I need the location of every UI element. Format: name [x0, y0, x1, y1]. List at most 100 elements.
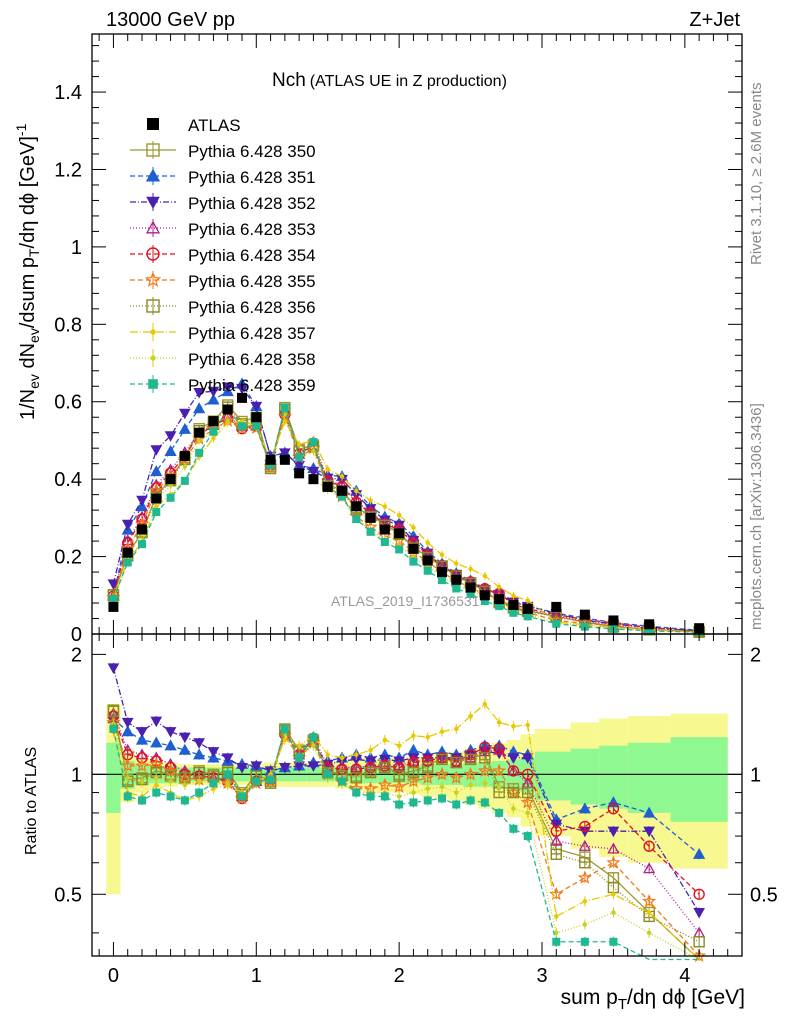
- atlas-data-point: [437, 567, 447, 578]
- series-marker: [606, 855, 621, 869]
- series-marker: [609, 937, 618, 946]
- series-marker: [268, 772, 273, 777]
- series-marker: [350, 772, 362, 784]
- x-tick-label: 2: [394, 965, 405, 987]
- series-marker: [193, 387, 205, 399]
- series-marker: [480, 597, 489, 606]
- series-marker: [211, 786, 216, 792]
- series-marker: [193, 402, 206, 414]
- series-marker: [252, 777, 261, 786]
- y-tick-label: 0.4: [54, 469, 82, 491]
- series-marker: [550, 819, 563, 831]
- atlas-data-point: [494, 594, 505, 605]
- series-marker: [423, 566, 432, 575]
- series-marker: [352, 788, 361, 797]
- series-marker: [492, 763, 507, 777]
- series-marker: [121, 725, 134, 737]
- series-marker: [496, 784, 502, 790]
- series-marker: [195, 788, 204, 797]
- series-marker: [152, 508, 161, 517]
- band-inner-bin: [570, 748, 600, 805]
- series-marker: [149, 756, 164, 771]
- series-marker: [354, 488, 359, 494]
- atlas-data-point: [479, 590, 490, 601]
- energy-label: 13000 GeV pp: [106, 9, 235, 31]
- series-marker: [125, 775, 130, 781]
- ratio-y-tick-label-right: 2: [750, 644, 761, 666]
- series-marker: [193, 738, 205, 749]
- series-marker: [579, 857, 591, 869]
- series-marker: [149, 482, 164, 497]
- series-marker: [522, 768, 534, 781]
- atlas-data-point: [608, 615, 619, 626]
- series-marker: [164, 739, 177, 751]
- watermark: ATLAS_2019_I1736531: [331, 593, 480, 609]
- series-marker: [193, 748, 206, 760]
- legend-label: Pythia 6.428 358: [188, 350, 316, 369]
- series-marker: [482, 701, 488, 707]
- series-marker: [178, 743, 191, 755]
- series-marker: [579, 820, 591, 833]
- band-inner-bin: [106, 742, 121, 813]
- series-marker: [646, 930, 652, 936]
- series-marker: [552, 937, 561, 946]
- y-tick-label: 0.2: [54, 547, 82, 569]
- series-marker: [182, 782, 188, 788]
- series-marker: [178, 422, 191, 434]
- series-marker: [296, 743, 302, 748]
- series-marker: [111, 721, 116, 726]
- series-marker: [196, 438, 202, 444]
- series-marker: [577, 870, 592, 884]
- series-marker: [352, 515, 361, 524]
- x-tick-label: 4: [679, 965, 690, 987]
- series-marker: [150, 465, 163, 477]
- series-marker: [179, 408, 191, 420]
- atlas-data-point: [379, 524, 390, 535]
- series-marker: [511, 724, 516, 729]
- series-marker: [511, 593, 516, 598]
- series-marker: [150, 445, 163, 456]
- ratio-series-group: [106, 662, 707, 963]
- atlas-data-point: [508, 599, 519, 610]
- series-marker: [523, 832, 532, 841]
- series-marker: [339, 755, 345, 761]
- legend-item-s352: Pythia 6.428 352: [130, 193, 316, 213]
- series-marker: [238, 422, 246, 431]
- series-marker: [295, 753, 304, 762]
- series-marker: [466, 590, 475, 599]
- series-marker: [144, 271, 162, 287]
- series-marker: [643, 826, 655, 838]
- series-marker: [238, 792, 246, 801]
- series-marker: [522, 786, 534, 799]
- series-marker: [309, 733, 318, 742]
- atlas-data-point: [644, 619, 655, 630]
- main-series-line-s358: [112, 412, 700, 633]
- series-marker: [236, 763, 248, 774]
- series-marker: [107, 663, 120, 674]
- series-marker: [523, 612, 532, 621]
- plot-title-sub: (ATLAS UE in Z production): [310, 73, 507, 90]
- series-marker: [611, 892, 616, 897]
- series-marker: [379, 761, 391, 774]
- series-marker: [138, 540, 146, 549]
- series-marker: [146, 299, 160, 313]
- process-label: Z+Jet: [689, 9, 740, 31]
- ratio-series-line-s351: [112, 718, 700, 855]
- series-marker: [493, 742, 505, 755]
- series-marker: [145, 220, 161, 234]
- series-marker: [407, 766, 420, 779]
- legend-item-s359: Pythia 6.428 359: [130, 375, 316, 395]
- series-marker: [307, 761, 320, 772]
- series-marker: [325, 752, 330, 757]
- series-marker: [521, 753, 534, 764]
- atlas-data-point: [251, 412, 262, 423]
- band-inner-bin: [534, 751, 571, 801]
- legend-label: Pythia 6.428 357: [188, 324, 316, 343]
- series-marker: [507, 765, 520, 777]
- series-marker: [139, 779, 145, 784]
- atlas-data-point: [522, 603, 533, 614]
- series-marker: [182, 464, 188, 469]
- series-marker: [468, 566, 473, 572]
- series-marker: [643, 840, 655, 852]
- series-marker: [266, 461, 275, 470]
